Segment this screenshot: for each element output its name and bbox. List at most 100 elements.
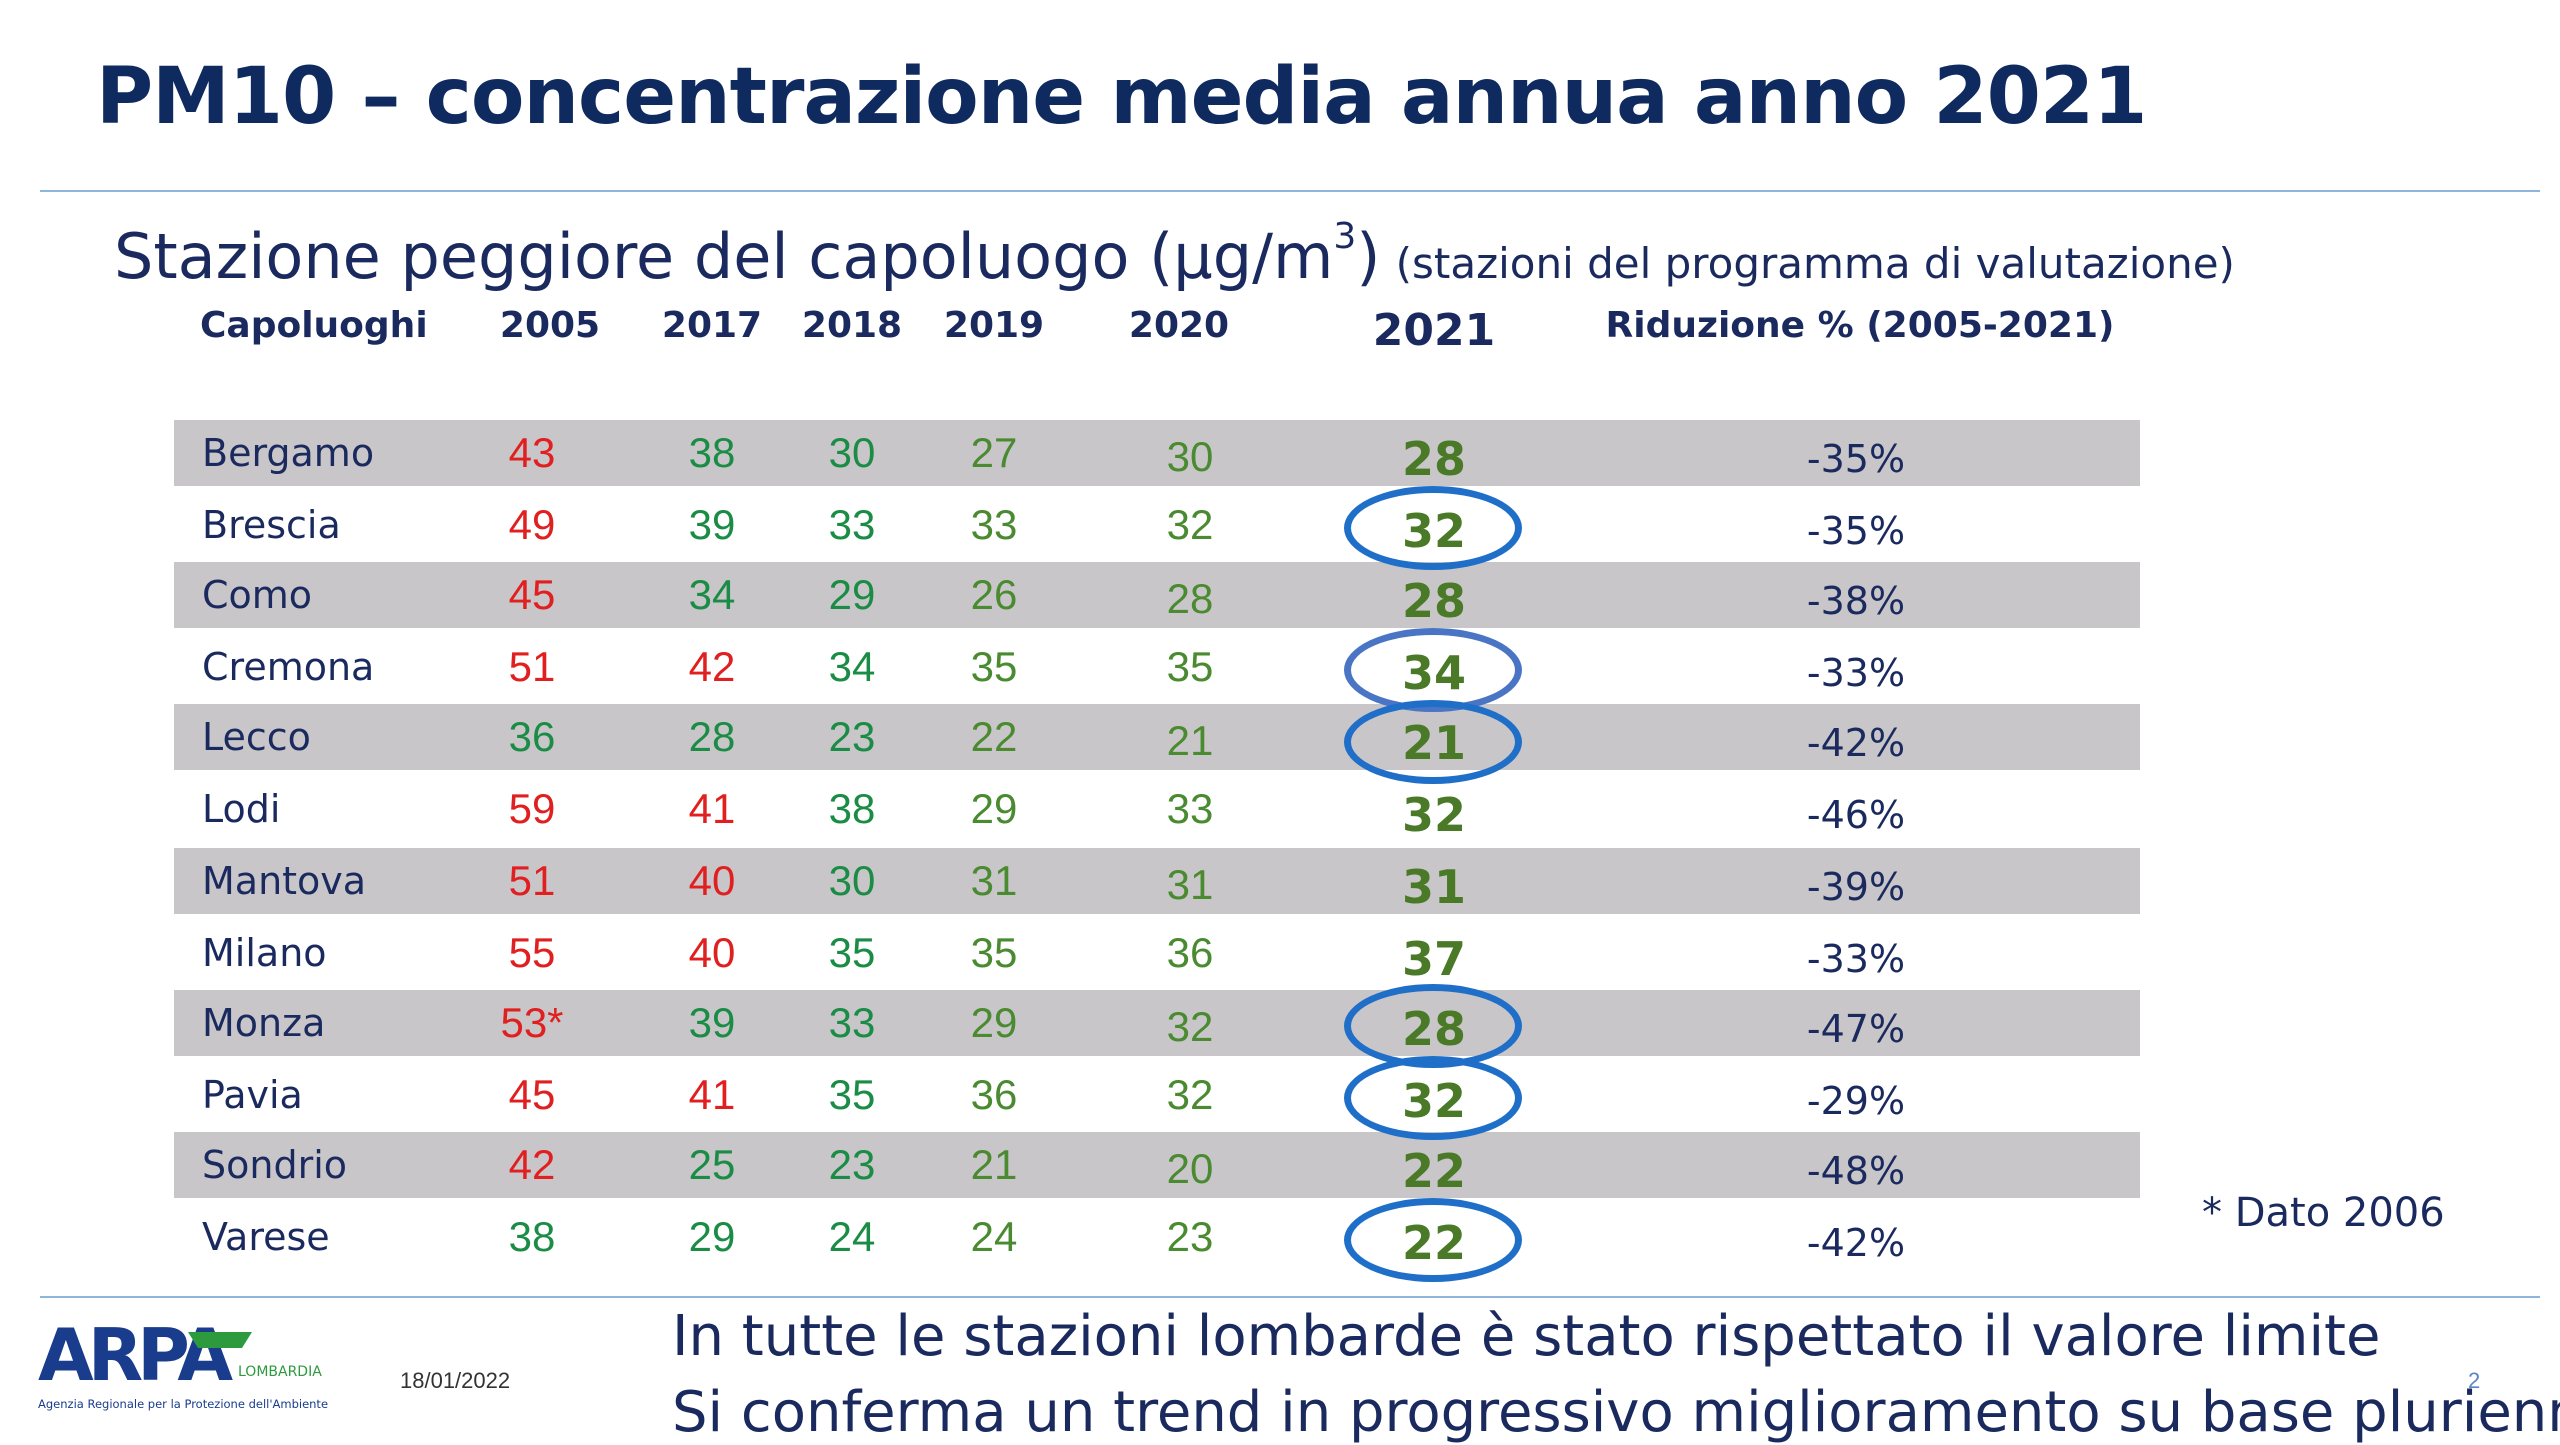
value-2019: 24 xyxy=(970,1213,1018,1260)
value-reduction: -33% xyxy=(1806,937,1906,981)
city-cell: Lodi xyxy=(202,787,281,831)
value-2019: 36 xyxy=(970,1071,1018,1118)
value-2005: 51 xyxy=(508,643,556,690)
value-reduction: -35% xyxy=(1806,437,1906,481)
value-2020: 23 xyxy=(1166,1213,1214,1260)
conclusion-line-2: Si conferma un trend in progressivo migl… xyxy=(672,1380,2560,1445)
value-2018: 23 xyxy=(828,713,876,760)
slide-title: PM10 – concentrazione media annua anno 2… xyxy=(96,52,2147,142)
subtitle-main: Stazione peggiore del capoluogo (µg/m xyxy=(114,220,1334,293)
value-reduction: -46% xyxy=(1806,793,1906,837)
value-2018: 30 xyxy=(828,857,876,904)
value-2017: 29 xyxy=(688,1213,736,1260)
value-2005: 36 xyxy=(508,713,556,760)
value-2005: 43 xyxy=(508,429,556,476)
table-row: Mantova 51 40 30 31 31 31 -39% xyxy=(174,848,2140,914)
value-reduction: -33% xyxy=(1806,651,1906,695)
city-cell: Pavia xyxy=(202,1073,303,1117)
header-2017: 2017 xyxy=(661,305,763,346)
value-2021: 28 xyxy=(1401,574,1467,628)
value-2017: 40 xyxy=(688,929,736,976)
subtitle-superscript: 3 xyxy=(1333,216,1357,257)
value-2020: 36 xyxy=(1166,929,1214,976)
value-reduction: -42% xyxy=(1806,1221,1906,1265)
value-2017: 39 xyxy=(688,501,736,548)
value-2018: 35 xyxy=(828,1071,876,1118)
table-row: Monza 53* 39 33 29 32 28 -47% xyxy=(174,990,2140,1056)
table-row: Lodi 59 41 38 29 33 32 -46% xyxy=(174,776,2140,842)
value-2018: 35 xyxy=(828,929,876,976)
table-row: Cremona 51 42 34 35 35 34 -33% xyxy=(174,634,2140,700)
city-cell: Sondrio xyxy=(202,1143,348,1187)
highlight-ring-lecco xyxy=(1344,700,1522,784)
value-2020: 35 xyxy=(1166,643,1214,690)
title-divider xyxy=(40,190,2540,192)
value-reduction: -29% xyxy=(1806,1079,1906,1123)
value-2021: 22 xyxy=(1401,1144,1467,1198)
value-2017: 40 xyxy=(688,857,736,904)
value-reduction: -48% xyxy=(1806,1149,1906,1193)
table-row: Pavia 45 41 35 36 32 32 -29% xyxy=(174,1062,2140,1128)
highlight-ring-varese xyxy=(1344,1198,1522,1282)
logo-arpa-text: ARPA xyxy=(38,1318,233,1397)
value-2021: 28 xyxy=(1401,432,1467,486)
header-2018: 2018 xyxy=(801,305,903,346)
highlight-ring-pavia xyxy=(1344,1056,1522,1140)
header-2020: 2020 xyxy=(1128,305,1230,346)
city-cell: Milano xyxy=(202,931,327,975)
city-cell: Bergamo xyxy=(202,431,375,475)
table-row: Lecco 36 28 23 22 21 21 -42% xyxy=(174,704,2140,770)
value-2018: 33 xyxy=(828,501,876,548)
subtitle: Stazione peggiore del capoluogo (µg/m3) … xyxy=(114,216,2235,293)
value-2018: 30 xyxy=(828,429,876,476)
subtitle-close: ) xyxy=(1356,220,1381,293)
value-2018: 33 xyxy=(828,999,876,1046)
logo-lombardia-text: LOMBARDIA xyxy=(238,1364,322,1380)
value-2017: 41 xyxy=(688,1071,736,1118)
table-row: Como 45 34 29 26 28 28 -38% xyxy=(174,562,2140,628)
footer-divider xyxy=(40,1296,2540,1298)
page-number: 2 xyxy=(2468,1368,2481,1393)
city-cell: Cremona xyxy=(202,645,375,689)
value-2017: 39 xyxy=(688,999,736,1046)
value-2019: 31 xyxy=(970,857,1018,904)
value-2019: 35 xyxy=(970,929,1018,976)
value-2018: 34 xyxy=(828,643,876,690)
value-2019: 33 xyxy=(970,501,1018,548)
value-2005: 59 xyxy=(508,785,556,832)
value-2021: 32 xyxy=(1401,788,1467,842)
value-2018: 29 xyxy=(828,571,876,618)
value-2019: 27 xyxy=(970,429,1018,476)
value-reduction: -39% xyxy=(1806,865,1906,909)
value-2017: 38 xyxy=(688,429,736,476)
value-2020: 32 xyxy=(1166,1003,1214,1050)
value-2005: 49 xyxy=(508,501,556,548)
value-reduction: -38% xyxy=(1806,579,1906,623)
slide-date: 18/01/2022 xyxy=(400,1368,511,1393)
header-riduzione: Riduzione % (2005-2021) xyxy=(1605,305,2115,346)
logo-green-swoosh xyxy=(188,1332,252,1348)
value-2021: 31 xyxy=(1401,860,1467,914)
value-2017: 34 xyxy=(688,571,736,618)
value-2005: 53* xyxy=(500,999,564,1046)
city-cell: Brescia xyxy=(202,503,341,547)
value-2019: 29 xyxy=(970,785,1018,832)
footnote: * Dato 2006 xyxy=(2202,1190,2445,1236)
table-row: Brescia 49 39 33 33 32 32 -35% xyxy=(174,492,2140,558)
table-row: Varese 38 29 24 24 23 22 -42% xyxy=(174,1204,2140,1270)
value-2017: 28 xyxy=(688,713,736,760)
value-reduction: -42% xyxy=(1806,721,1906,765)
city-cell: Como xyxy=(202,573,313,617)
table-row: Bergamo 43 38 30 27 30 28 -35% xyxy=(174,420,2140,486)
value-2020: 30 xyxy=(1166,433,1214,480)
value-2005: 45 xyxy=(508,1071,556,1118)
city-cell: Lecco xyxy=(202,715,311,759)
value-2020: 28 xyxy=(1166,575,1214,622)
header-2019: 2019 xyxy=(943,305,1045,346)
value-2020: 31 xyxy=(1166,861,1214,908)
table-row: Milano 55 40 35 35 36 37 -33% xyxy=(174,920,2140,986)
logo-caption: Agenzia Regionale per la Protezione dell… xyxy=(38,1397,328,1411)
value-2020: 21 xyxy=(1166,717,1214,764)
city-cell: Monza xyxy=(202,1001,326,1045)
subtitle-note: (stazioni del programma di valutazione) xyxy=(1395,239,2235,288)
